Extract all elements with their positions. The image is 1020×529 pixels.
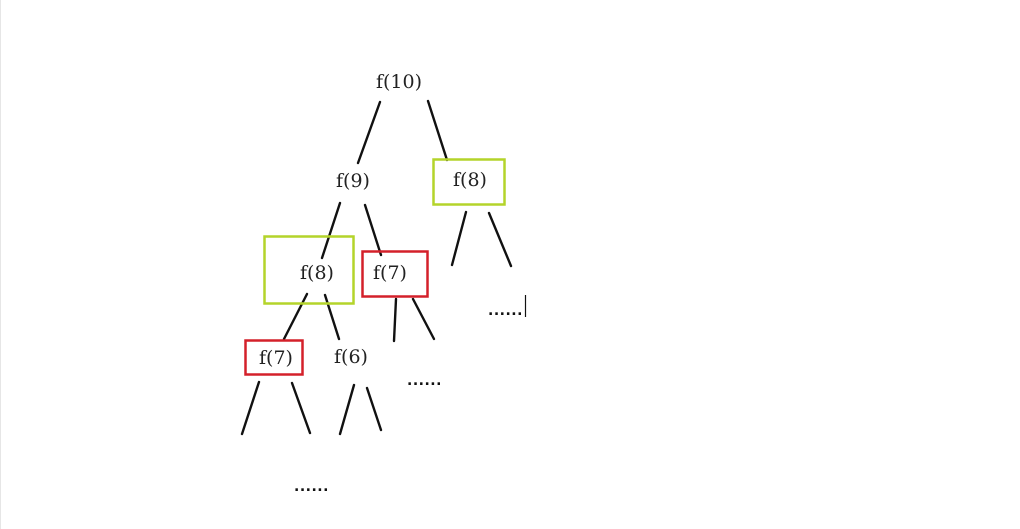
ellipsis-bottom: ...... xyxy=(294,479,329,495)
edge-root-right xyxy=(426,99,449,162)
node-f9: f(9) xyxy=(336,170,370,192)
edge-f8-left-right xyxy=(323,293,341,341)
edge-root-left xyxy=(356,100,382,165)
edge-f7-mid-left xyxy=(392,297,398,343)
edge-f7-bottom-left xyxy=(240,380,261,436)
node-f7-mid: f(7) xyxy=(373,262,407,284)
edge-f8-right-right xyxy=(487,211,513,268)
highlight-box-red-f7-bottom xyxy=(244,339,304,376)
highlight-box-red-f7-mid xyxy=(361,250,429,298)
ellipsis-mid-branch: ...... xyxy=(407,373,442,389)
node-f8-left: f(8) xyxy=(300,262,334,284)
edge-f9-left xyxy=(320,201,342,260)
highlight-box-green-f8-left xyxy=(263,235,355,305)
edge-f7-mid-right xyxy=(411,297,436,341)
node-f6: f(6) xyxy=(334,346,368,368)
node-f8-right: f(8) xyxy=(453,169,487,191)
edge-f8-left-left xyxy=(282,292,309,341)
edge-f7-bottom-right xyxy=(290,381,312,435)
edge-f6-left xyxy=(338,383,356,436)
node-f7-bottom: f(7) xyxy=(259,347,293,369)
edge-f8-right-left xyxy=(450,210,468,267)
highlight-box-green-f8-right xyxy=(432,158,506,206)
ellipsis-right-branch: ...... xyxy=(488,303,523,319)
node-root: f(10) xyxy=(376,71,422,93)
edge-f9-right xyxy=(363,203,383,257)
edge-f6-right xyxy=(365,386,383,432)
